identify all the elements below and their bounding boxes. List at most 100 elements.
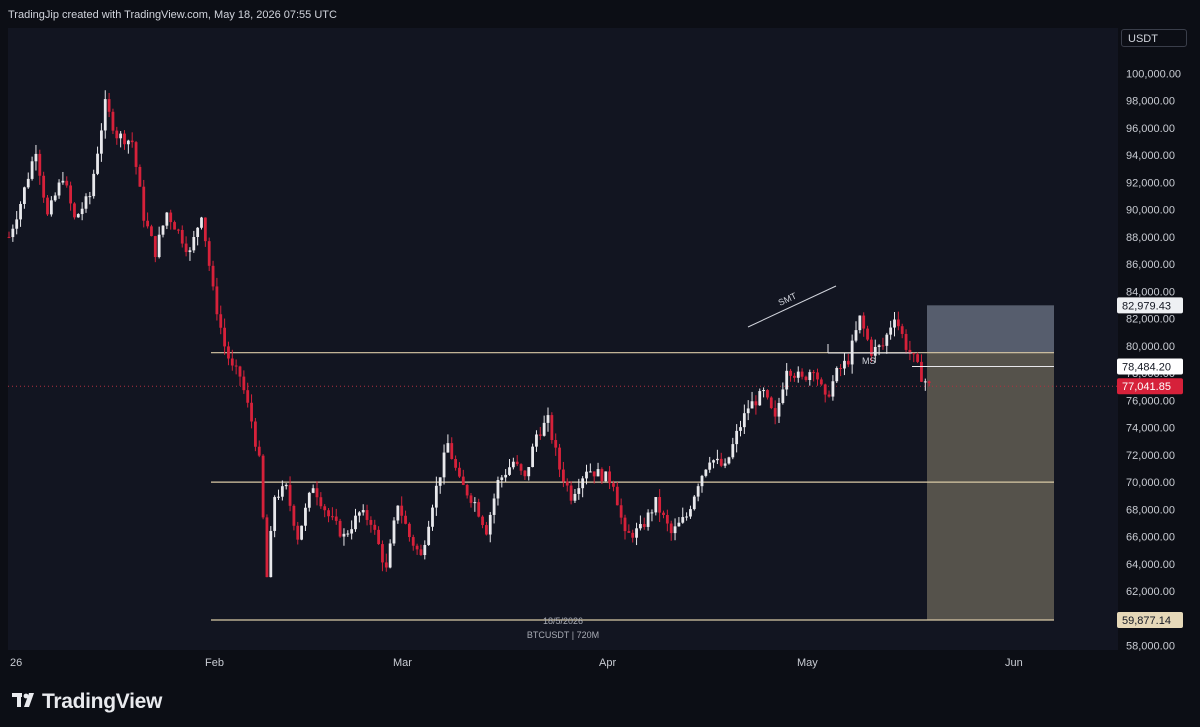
price-badge-label: 59,877.14 [1122,615,1171,627]
candle-body [250,402,253,422]
candle-body [808,372,812,381]
candle-body [377,529,380,545]
candle-body [53,195,57,201]
smt-divergence-line[interactable] [747,285,837,328]
candle-body [180,229,184,244]
currency-selector[interactable]: USDT [1121,29,1187,47]
candle-body [639,524,642,529]
candle-body [411,537,415,546]
candle-body [177,229,180,231]
candle-body [88,196,92,198]
candle-body [912,353,916,355]
candle-body [631,532,635,538]
candle-body [916,354,919,362]
candle-body [392,520,396,544]
stop-loss-zone[interactable] [927,305,1054,353]
take-profit-zone[interactable] [927,352,1054,620]
candle-body [331,516,334,518]
candle-body [550,415,554,441]
candle-body [881,345,885,347]
candle-body [723,463,727,466]
price-badge[interactable] [1117,297,1183,314]
candle-body [538,434,542,436]
candle-body [831,381,835,397]
price-badge-label: 78,484.20 [1122,362,1171,374]
watermark-symbol: BTCUSDT | 720M [527,630,599,640]
candle-body [477,502,481,517]
candle-body [604,471,608,482]
candle-body [92,173,96,197]
candle-body [519,464,523,471]
candle-body [361,510,365,513]
candle-body [562,469,565,482]
candle-body [280,486,284,497]
candle-body [223,327,226,347]
candle-body [173,222,176,230]
candle-body [673,526,677,534]
y-tick-label: 58,000.00 [1126,641,1175,653]
candle-body [800,371,804,377]
candle-body [858,315,862,331]
candle-body [315,488,319,498]
candle-body [230,358,234,366]
y-tick-label: 66,000.00 [1126,532,1175,544]
candle-body [215,286,219,315]
candle-body [569,485,573,501]
candle-body [485,525,488,535]
y-tick-label: 94,000.00 [1126,150,1175,162]
candle-body [577,488,581,494]
candle-body [84,196,88,209]
candle-body [777,403,781,417]
candle-body [665,515,669,524]
candle-body [434,485,438,508]
candle-body [161,225,165,235]
candle-body [115,130,119,139]
candle-body [254,421,257,447]
time-axis[interactable] [0,650,1200,678]
candle-body [465,484,469,496]
y-tick-label: 68,000.00 [1126,504,1175,516]
candle-body [565,481,569,486]
candle-body [57,182,61,196]
candle-body [19,203,22,220]
candle-body [123,133,126,145]
candle-body [196,227,200,238]
candle-body [692,496,696,510]
candle-body [615,486,619,506]
candle-body [700,475,704,487]
candle-body [812,372,816,374]
candle-body [488,514,492,535]
candle-body [277,496,280,498]
candle-body [500,477,504,480]
price-badge[interactable] [1117,358,1183,375]
candle-body [69,185,72,204]
candle-body [758,391,762,406]
y-tick-label: 100,000.00 [1126,69,1181,81]
price-badge[interactable] [1117,611,1183,628]
tradingview-wordmark[interactable]: TradingView [42,690,163,713]
candle-body [600,469,604,482]
candle-body [504,474,508,478]
candle-body [338,520,342,537]
candle-body [654,497,658,513]
candle-body [134,142,138,167]
tradingview-logo-icon[interactable] [12,690,38,712]
candle-body [619,505,623,518]
candle-body [458,467,461,477]
price-axis[interactable] [1118,28,1200,650]
candle-body [265,517,269,578]
candle-body [11,228,15,238]
candle-body [111,111,115,131]
candle-body [61,180,65,183]
candle-body [107,99,111,112]
candle-body [415,545,419,550]
candle-body [669,523,673,534]
candle-body [200,217,203,228]
candle-body [357,512,361,516]
candle-body [923,381,927,383]
candle-body [65,180,69,186]
candle-body [585,471,588,479]
price-badge[interactable] [1117,378,1183,395]
candle-body [365,510,369,520]
